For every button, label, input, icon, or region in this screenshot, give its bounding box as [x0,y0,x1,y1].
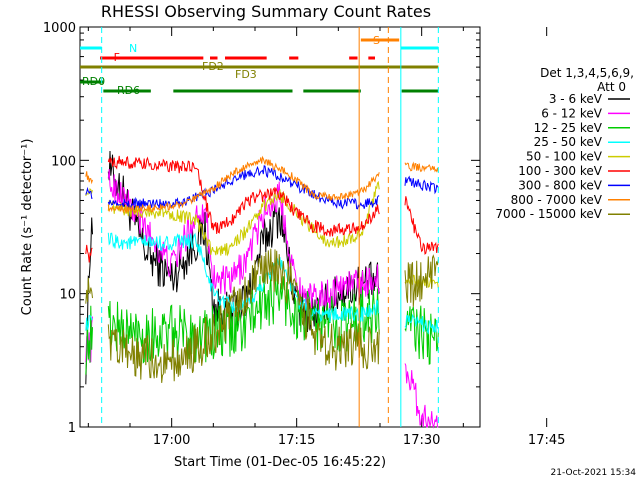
legend-label-0: 3 - 6 keV [549,92,603,106]
y-tick-label: 100 [51,154,76,169]
chart-title: RHESSI Observing Summary Count Rates [101,2,431,21]
y-axis-label: Count Rate (s⁻¹ detector⁻¹) [20,139,35,316]
legend-header-detectors: Det 1,3,4,5,6,9, [540,66,634,80]
series-line-8 [85,248,439,383]
y-tick-label: 1 [68,421,76,436]
legend-header-attenuator: Att 0 [597,80,626,94]
legend-label-5: 100 - 300 keV [518,164,602,178]
series-line-0 [85,150,380,385]
legend-label-7: 800 - 7000 keV [511,193,603,207]
mode-label-fd2: FD2 [202,60,224,73]
series-lines [85,150,439,429]
series-line-3 [85,232,439,335]
mode-label-rd0: RD0 [82,75,105,88]
mode-label-fd3: FD3 [235,68,257,81]
legend-label-1: 6 - 12 keV [541,106,603,120]
legend-label-3: 25 - 50 keV [534,135,603,149]
series-line-5 [85,155,439,263]
x-tick-label: 17:15 [278,433,315,448]
legend-label-4: 50 - 100 keV [526,150,603,164]
timestamp: 21-Oct-2021 15:34 [551,468,637,478]
legend-label-8: 7000 - 15000 keV [495,207,602,221]
legend-label-6: 300 - 800 keV [518,178,602,192]
event-lines [101,27,439,427]
mode-label-s: S [373,34,380,47]
observing-mode-bars: NF S FD2 FD3 RD0 RD6 [80,34,439,97]
x-tick-label: 17:00 [153,433,190,448]
y-tick-label: 1000 [43,21,76,36]
x-tick-label: 17:30 [403,433,440,448]
y-tick-label: 10 [59,288,76,303]
mode-label-f: F [114,51,120,64]
mode-label-rd6: RD6 [117,84,140,97]
legend-label-2: 12 - 25 keV [534,121,603,135]
plot-frame [79,26,481,428]
x-tick-label: 17:45 [528,433,565,448]
x-axis-label: Start Time (01-Dec-05 16:45:22) [174,455,386,470]
series-line-7 [85,155,439,215]
mode-label-n: N [129,42,137,55]
series-line-6 [85,165,439,210]
